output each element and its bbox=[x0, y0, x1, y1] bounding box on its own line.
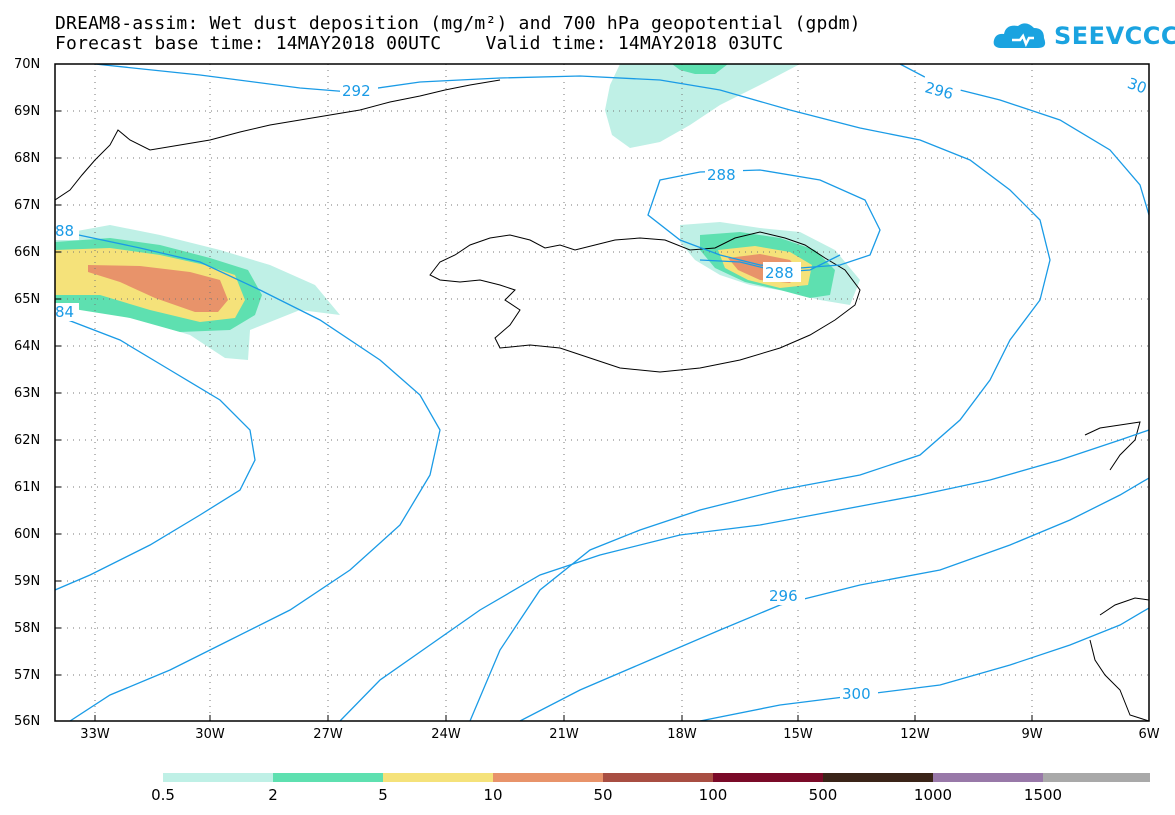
lat-label: 69N bbox=[14, 104, 41, 119]
lon-label: 24W bbox=[431, 727, 461, 742]
colorbar-label: 1000 bbox=[913, 786, 953, 804]
contour-label-300-edge: 30 bbox=[1125, 74, 1149, 97]
colorbar-label: 10 bbox=[483, 786, 503, 804]
contour-label-300: 300 bbox=[842, 685, 871, 703]
colorbar-label: 100 bbox=[698, 786, 728, 804]
colorbar-label: 500 bbox=[808, 786, 838, 804]
lat-label: 68N bbox=[14, 151, 41, 166]
axis-ticks bbox=[55, 110, 1033, 721]
colorbar-swatch bbox=[603, 773, 713, 782]
colorbar-swatch bbox=[493, 773, 603, 782]
dust-deposition-north bbox=[605, 64, 800, 148]
colorbar-swatch bbox=[163, 773, 273, 782]
lat-label: 58N bbox=[14, 621, 41, 636]
contour-label-288-iceland: 288 bbox=[765, 264, 794, 282]
cloud-logo-icon bbox=[993, 23, 1046, 48]
colorbar-label: 50 bbox=[593, 786, 613, 804]
lon-label: 6W bbox=[1138, 727, 1160, 742]
contour-label-88-edge: 88 bbox=[55, 222, 74, 240]
logo-text: SEEVCCC bbox=[1054, 22, 1175, 50]
map-subtitle: Forecast base time: 14MAY2018 00UTC Vali… bbox=[55, 33, 784, 54]
colorbar-swatch bbox=[823, 773, 933, 782]
lat-label: 56N bbox=[14, 714, 41, 729]
lon-label: 9W bbox=[1021, 727, 1043, 742]
grid-lines bbox=[55, 64, 1149, 721]
contour-label-296-south: 296 bbox=[769, 587, 798, 605]
contour-label-288-north: 288 bbox=[707, 166, 736, 184]
lon-label: 12W bbox=[900, 727, 930, 742]
lat-label: 61N bbox=[14, 480, 41, 495]
coastline bbox=[55, 79, 1149, 721]
lon-label: 21W bbox=[549, 727, 579, 742]
colorbar-swatch bbox=[713, 773, 823, 782]
dust-deposition-west bbox=[55, 225, 340, 360]
colorbar-label: 1500 bbox=[1023, 786, 1063, 804]
lon-label: 15W bbox=[783, 727, 813, 742]
colorbar-swatch bbox=[933, 773, 1043, 782]
contour-label-296-north: 296 bbox=[923, 78, 955, 103]
colorbar-swatch bbox=[273, 773, 383, 782]
lon-label: 18W bbox=[667, 727, 697, 742]
colorbar-swatch bbox=[383, 773, 493, 782]
lat-label: 59N bbox=[14, 574, 41, 589]
greenland-coast bbox=[55, 79, 501, 201]
colorbar-swatch bbox=[1043, 773, 1150, 782]
colorbar-label: 0.5 bbox=[151, 786, 175, 804]
colorbar-label: 5 bbox=[378, 786, 388, 804]
lat-label: 57N bbox=[14, 668, 41, 683]
lon-label: 30W bbox=[195, 727, 225, 742]
lat-label: 63N bbox=[14, 386, 41, 401]
contour-label-292: 292 bbox=[342, 82, 371, 100]
map-title: DREAM8-assim: Wet dust deposition (mg/m²… bbox=[55, 13, 861, 34]
faroe-coast bbox=[1084, 421, 1141, 471]
lat-label: 65N bbox=[14, 292, 41, 307]
contour-label-84-edge: 84 bbox=[55, 303, 74, 321]
lat-label: 66N bbox=[14, 245, 41, 260]
lat-label: 62N bbox=[14, 433, 41, 448]
colorbar-label: 2 bbox=[268, 786, 278, 804]
lat-label: 70N bbox=[14, 57, 41, 72]
lon-label: 27W bbox=[313, 727, 343, 742]
geopotential-contours bbox=[55, 64, 1149, 721]
scotland-coast bbox=[1089, 597, 1149, 721]
lat-label: 60N bbox=[14, 527, 41, 542]
iceland-coast bbox=[429, 231, 861, 373]
lat-label: 67N bbox=[14, 198, 41, 213]
lat-label: 64N bbox=[14, 339, 41, 354]
lon-label: 33W bbox=[80, 727, 110, 742]
